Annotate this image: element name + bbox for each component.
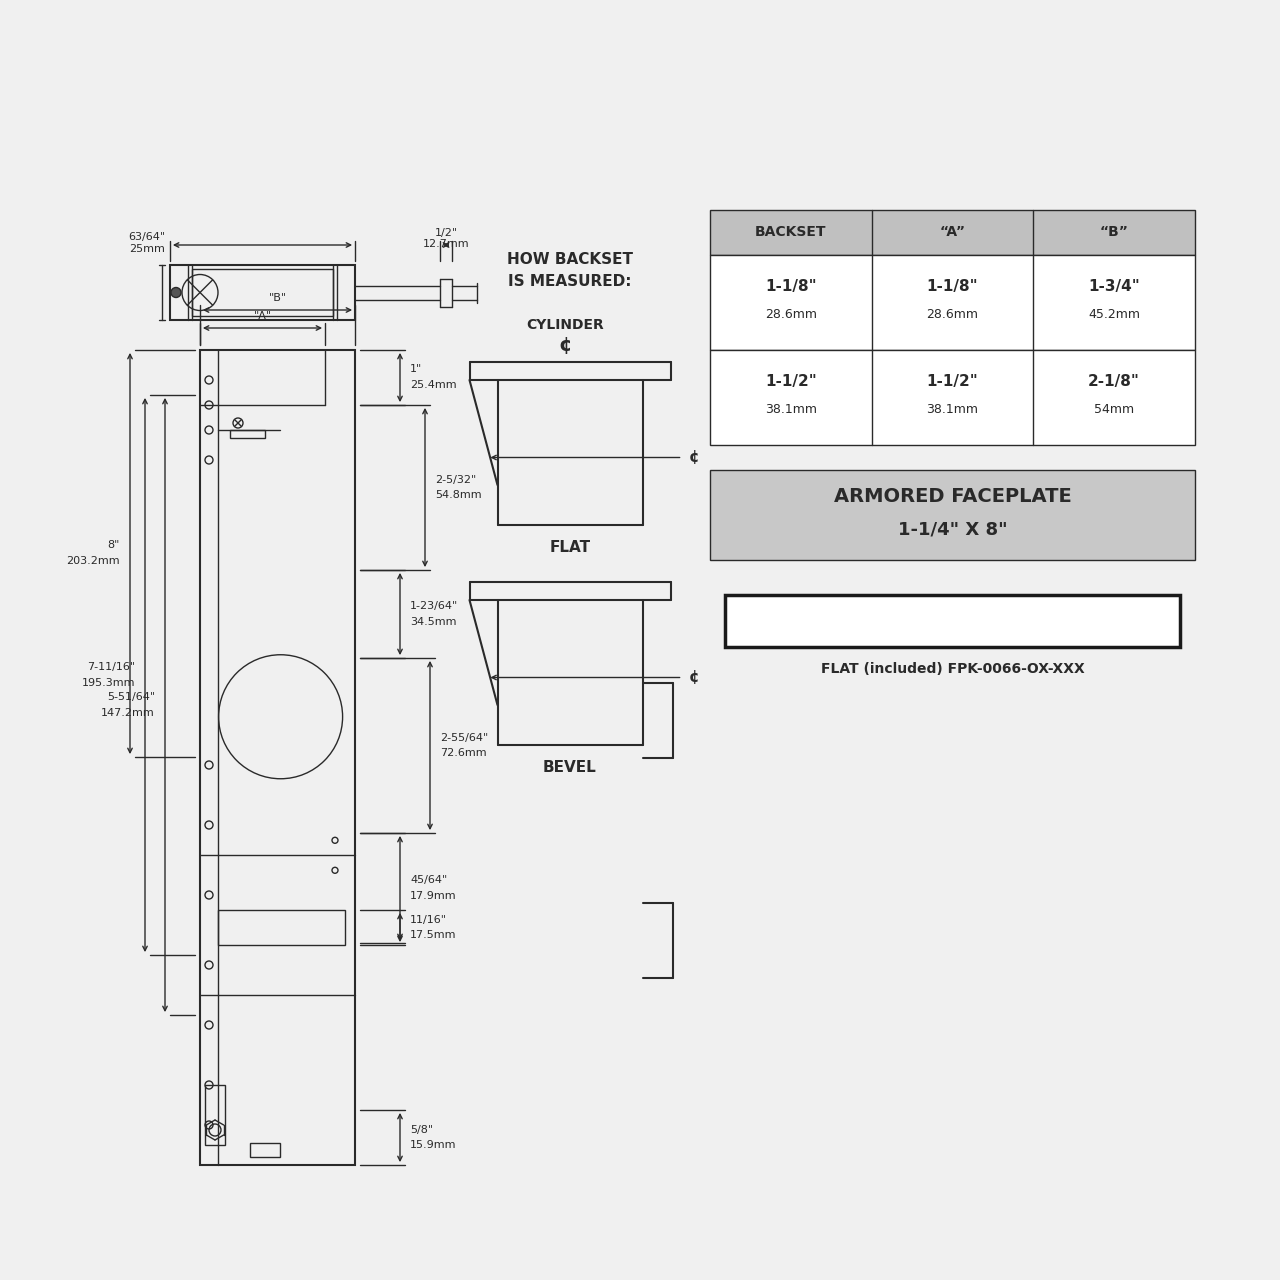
Text: 45.2mm: 45.2mm [1088,308,1140,321]
Text: 203.2mm: 203.2mm [67,557,120,567]
Bar [710,470,1196,561]
Text: 28.6mm: 28.6mm [765,308,817,321]
Text: IS MEASURED:: IS MEASURED: [508,274,632,289]
Text: 147.2mm: 147.2mm [101,708,155,718]
Text: 54mm: 54mm [1094,403,1134,416]
Text: HOW BACKSET: HOW BACKSET [507,252,634,268]
Text: 17.9mm: 17.9mm [410,891,457,901]
Text: ARMORED FACEPLATE: ARMORED FACEPLATE [833,488,1071,507]
Text: 38.1mm: 38.1mm [765,403,817,416]
Text: 2-1/8": 2-1/8" [1088,374,1140,389]
Text: 12.7mm: 12.7mm [422,239,470,250]
Text: CYLINDER: CYLINDER [526,317,604,332]
Text: 25mm: 25mm [129,244,165,253]
Text: 1-1/2": 1-1/2" [927,374,978,389]
Text: 11/16": 11/16" [410,914,447,924]
Text: 28.6mm: 28.6mm [927,308,978,321]
Bar [218,910,346,945]
Text: 2-5/32": 2-5/32" [435,475,476,485]
Text: 15.9mm: 15.9mm [410,1140,457,1151]
Text: 7-11/16": 7-11/16" [87,662,134,672]
Text: 34.5mm: 34.5mm [410,617,457,627]
Text: 1-1/8": 1-1/8" [927,279,978,294]
Bar [192,269,333,316]
Text: 8": 8" [108,540,120,550]
Text: 63/64": 63/64" [128,232,165,242]
Text: 17.5mm: 17.5mm [410,931,457,941]
Bar [710,349,1196,445]
Text: "B": "B" [269,293,287,303]
Text: 54.8mm: 54.8mm [435,490,481,500]
Text: 1/2": 1/2" [434,228,457,238]
Text: 5-51/64": 5-51/64" [106,692,155,701]
Text: BEVEL: BEVEL [543,759,596,774]
Bar [724,595,1180,646]
Text: 1": 1" [410,365,422,375]
Text: FLAT: FLAT [549,539,590,554]
Text: FLAT (included) FPK-0066-OX-XXX: FLAT (included) FPK-0066-OX-XXX [820,662,1084,676]
Bar [200,349,355,1165]
Text: BACKSET: BACKSET [755,225,827,239]
Text: 72.6mm: 72.6mm [440,749,486,759]
Text: 1-1/2": 1-1/2" [765,374,817,389]
Text: 1-1/4" X 8": 1-1/4" X 8" [897,520,1007,538]
Bar [230,430,265,438]
Text: “B”: “B” [1100,225,1129,239]
Text: 1-3/4": 1-3/4" [1088,279,1140,294]
Text: 1-1/8": 1-1/8" [765,279,817,294]
Text: 38.1mm: 38.1mm [927,403,978,416]
Text: ¢: ¢ [689,451,700,465]
Text: “A”: “A” [940,225,965,239]
Bar [710,255,1196,349]
Bar [250,1143,280,1157]
Text: "A": "A" [253,311,271,321]
Text: 2-55/64": 2-55/64" [440,732,488,742]
Text: 25.4mm: 25.4mm [410,380,457,390]
Text: 5/8": 5/8" [410,1125,433,1134]
Bar [710,210,1196,255]
Text: ¢: ¢ [689,669,700,685]
Bar [205,1085,225,1146]
Text: ¢: ¢ [558,335,572,355]
Bar [170,265,355,320]
Text: 1-23/64": 1-23/64" [410,602,458,611]
Text: 195.3mm: 195.3mm [82,678,134,689]
Text: 45/64": 45/64" [410,876,447,884]
Circle shape [172,288,180,297]
